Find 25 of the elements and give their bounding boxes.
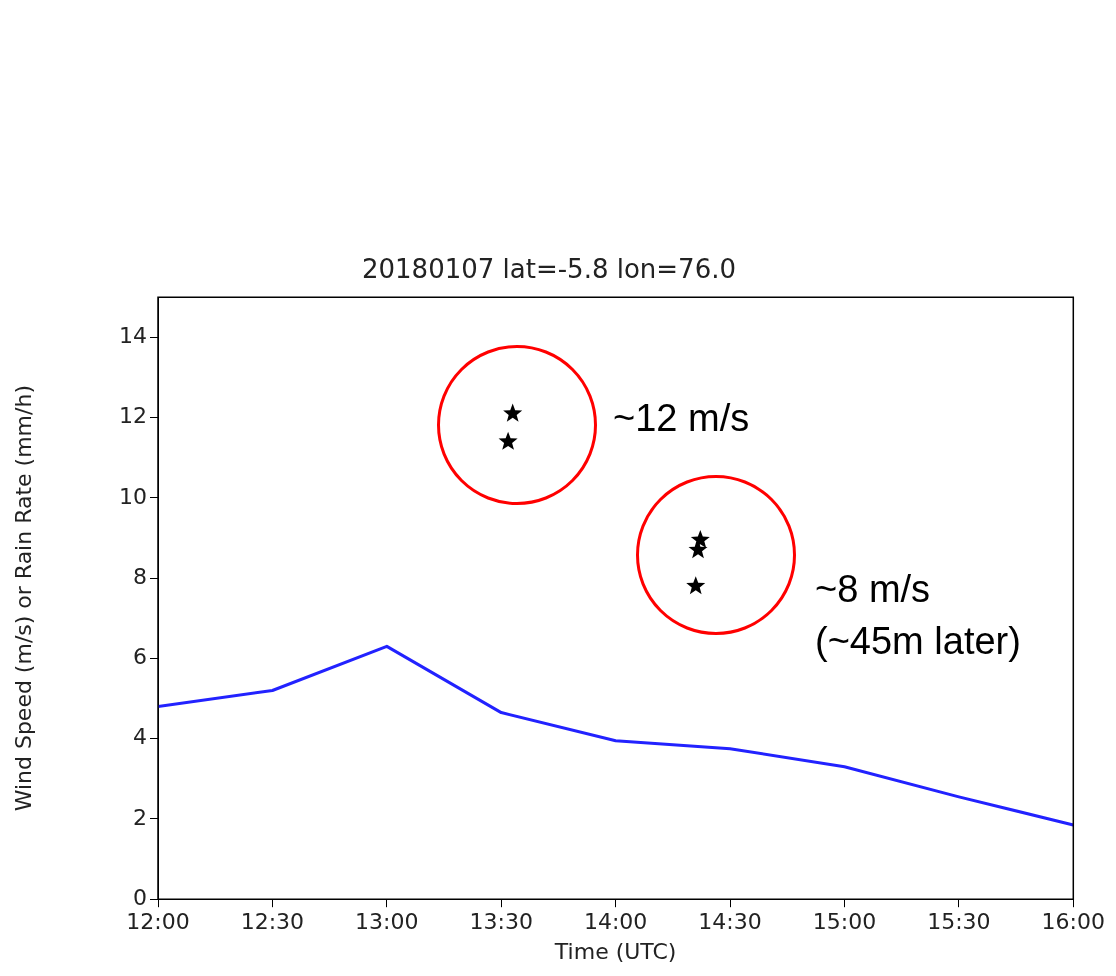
point — [686, 576, 706, 595]
y-tick-label: 2 — [133, 804, 147, 830]
x-tick-label: 14:00 — [583, 909, 648, 935]
y-tick-label: 8 — [133, 563, 147, 589]
x-tick-label: 14:30 — [698, 909, 762, 935]
y-tick-label: 14 — [119, 323, 147, 349]
x-tick-label: 12:30 — [240, 909, 305, 935]
x-tick-label: 15:30 — [927, 909, 991, 935]
x-tick-label: 16:00 — [1041, 909, 1105, 935]
x-tick-label: 13:30 — [469, 909, 533, 935]
annotation: ~12 m/s — [613, 396, 751, 441]
y-tick-label: 12 — [119, 403, 147, 429]
y-tick-label: 10 — [119, 483, 147, 509]
y-axis-title: Wind Speed (m/s) or Rain Rate (mm/h) — [10, 385, 36, 812]
point — [503, 403, 523, 422]
y-tick-label: 0 — [133, 884, 147, 910]
annotation: ~8 m/s (~45m later) — [815, 567, 1022, 664]
x-axis-title: Time (UTC) — [553, 938, 677, 964]
y-tick-label: 6 — [133, 644, 147, 670]
y-tick-label: 4 — [133, 724, 147, 750]
x-tick-label: 13:00 — [355, 909, 419, 935]
x-tick-label: 12:00 — [126, 909, 190, 935]
chart-title: 20180107 lat=-5.8 lon=76.0 — [361, 254, 737, 285]
point — [498, 431, 518, 450]
x-tick-label: 15:00 — [812, 909, 877, 935]
